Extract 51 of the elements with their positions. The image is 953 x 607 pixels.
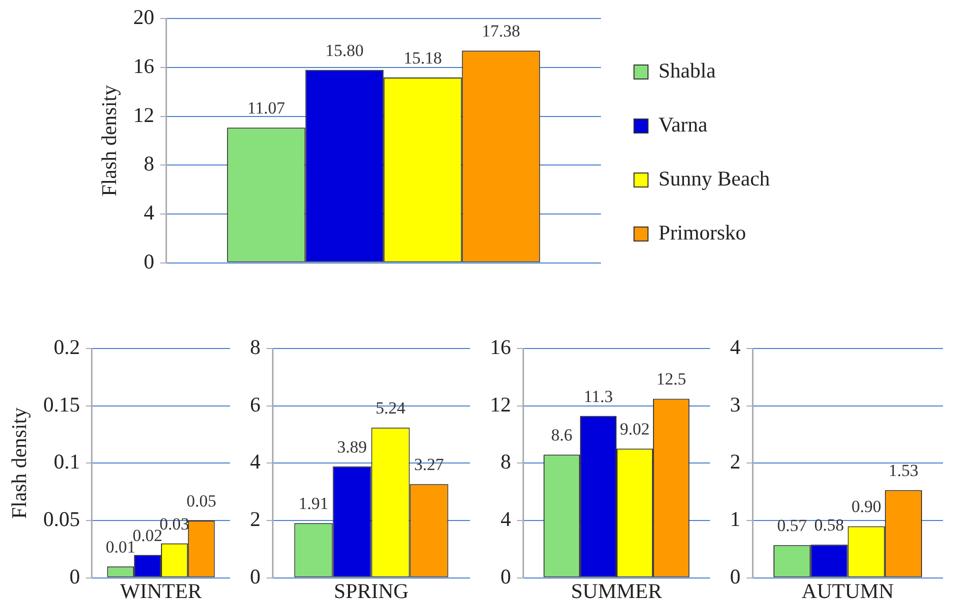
data-label: 11.07: [247, 98, 286, 118]
y-tick-label: 0.1: [54, 450, 80, 474]
data-label: 9.02: [620, 420, 650, 439]
data-label: 8.6: [551, 426, 572, 445]
y-tick-label: 0: [730, 564, 740, 588]
data-label: 1.53: [888, 461, 918, 480]
legend-label: Sunny Beach: [658, 166, 770, 191]
x-tick-label: WINTER: [120, 578, 202, 603]
data-label: 17.38: [482, 22, 520, 41]
y-tick-label: 4: [144, 200, 155, 224]
y-tick-label: 0.2: [54, 335, 80, 360]
data-label: 3.89: [337, 437, 367, 456]
data-label: 0.90: [851, 497, 882, 516]
y-tick-label: 1: [730, 507, 740, 532]
y-tick-label: 0: [144, 249, 154, 274]
y-axis-title: Flash density: [97, 84, 122, 196]
x-tick-label: SPRING: [334, 578, 409, 603]
data-label: 12.5: [656, 370, 686, 389]
y-tick-label: 0: [250, 564, 260, 588]
y-tick-label: 8: [500, 450, 511, 474]
y-axis-title: Flash density: [7, 406, 32, 519]
y-tick-label: 2: [250, 507, 260, 532]
y-tick-label: 3: [730, 392, 740, 416]
data-label: 0.57: [777, 516, 808, 536]
data-label: 11.3: [584, 386, 613, 406]
y-tick-label: 0.05: [43, 507, 80, 532]
y-tick-label: 8: [250, 335, 260, 360]
y-tick-label: 0: [500, 564, 511, 588]
data-label: 15.18: [404, 48, 442, 68]
data-label: 0.05: [186, 491, 216, 510]
legend-label: Primorsko: [658, 220, 746, 245]
y-tick-label: 4: [500, 507, 512, 532]
y-tick-label: 2: [730, 450, 740, 474]
data-label: 15.80: [325, 40, 364, 60]
x-tick-label: AUTUMN: [802, 578, 894, 603]
y-tick-label: 12: [490, 392, 511, 416]
y-tick-label: 0: [69, 564, 80, 588]
legend-label: Varna: [658, 112, 708, 137]
data-label: 1.91: [298, 494, 328, 514]
y-tick-label: 20: [133, 5, 154, 30]
y-tick-label: 4: [250, 450, 261, 474]
y-tick-label: 12: [133, 102, 154, 127]
data-label: 0.58: [814, 516, 844, 535]
legend-label: Shabla: [658, 58, 716, 83]
y-tick-label: 6: [250, 392, 260, 416]
y-tick-label: 16: [133, 54, 154, 78]
y-tick-label: 0.15: [43, 392, 80, 416]
x-tick-label: SUMMER: [570, 578, 662, 603]
y-tick-label: 4: [730, 335, 741, 360]
y-tick-label: 16: [490, 335, 511, 360]
y-tick-label: 8: [144, 152, 154, 176]
